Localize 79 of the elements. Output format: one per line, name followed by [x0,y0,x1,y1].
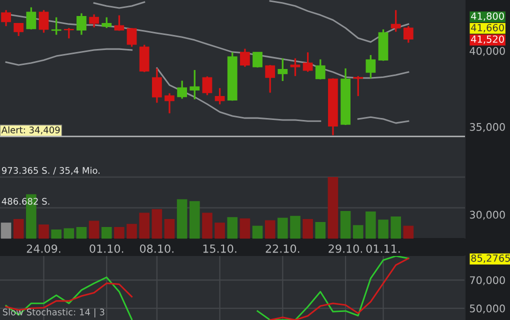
candlestick [126,27,137,48]
candlestick [51,16,62,36]
candlestick [190,69,200,100]
ref-line-label: 486.682 S. [2,198,50,205]
candlestick [177,80,188,100]
bar [252,226,263,239]
bar [240,218,250,239]
bar [202,212,212,239]
bar [328,177,338,239]
bar [13,218,24,239]
bar [315,222,326,239]
bar [38,224,49,239]
bar [290,216,300,239]
y-tick-label: 40,000 [470,46,505,56]
bar [51,229,62,239]
candlestick [302,51,313,73]
candlestick [164,92,174,114]
text: 41,660 [471,24,504,32]
candlestick [139,44,150,73]
candlestick [114,14,124,32]
candlestick [403,25,414,44]
bar [366,212,376,239]
candlestick [265,64,276,94]
bar [403,226,414,239]
text: 41,800 [471,12,504,21]
bar [76,226,87,239]
y-tick-label: 50,000 [470,304,505,314]
candlestick [89,14,100,28]
text: 41,520 [471,35,504,44]
text: 85,2765 [471,254,510,263]
candlestick [152,68,162,104]
bar [139,212,150,239]
bar [101,226,112,239]
x-tick-label: 08.10. [140,244,174,253]
bar [390,216,401,239]
bar [227,217,238,239]
y-tick-label: 70,000 [470,276,505,286]
bar [214,222,225,239]
candlestick [240,48,250,68]
bar [0,222,12,239]
bar [164,218,175,239]
candlestick [1,9,11,27]
bar [340,210,351,239]
x-tick-label: 24.09. [26,244,60,253]
x-tick-label: 22.10. [266,244,300,253]
y-tick-label: 35,000 [470,123,505,132]
candlestick [290,58,300,77]
x-tick-label: 15.10. [203,244,236,253]
candlestick [26,6,36,30]
bar [64,228,74,239]
candlestick [76,12,86,36]
candlestick [390,9,401,33]
candlestick [214,87,225,106]
bar [176,199,188,239]
bar [88,220,100,239]
bar [378,220,388,239]
bar [152,209,162,239]
bar [352,225,364,239]
candlestick [366,54,376,80]
candlestick [14,22,24,37]
bar [126,224,137,239]
bar [114,226,124,239]
ref-line-label: 973.365 S. / 35,4 Mio. [2,166,100,175]
x-tick-label: 01.10. [90,244,124,253]
bar [264,220,276,239]
candlestick [278,58,288,82]
candlestick [315,58,326,80]
bar [302,218,313,239]
candlestick [252,51,262,68]
candlestick [38,9,49,34]
x-tick-label: 29.10. [328,244,362,253]
ref-line-label: Alert: 34,409 [1,126,60,134]
bar [189,201,200,239]
candlestick [202,76,212,96]
y-tick-label: 30,000 [470,210,505,220]
candlestick [102,16,112,29]
x-tick-label: 01.11. [366,244,400,253]
candlestick [353,75,364,97]
bar [278,218,288,239]
